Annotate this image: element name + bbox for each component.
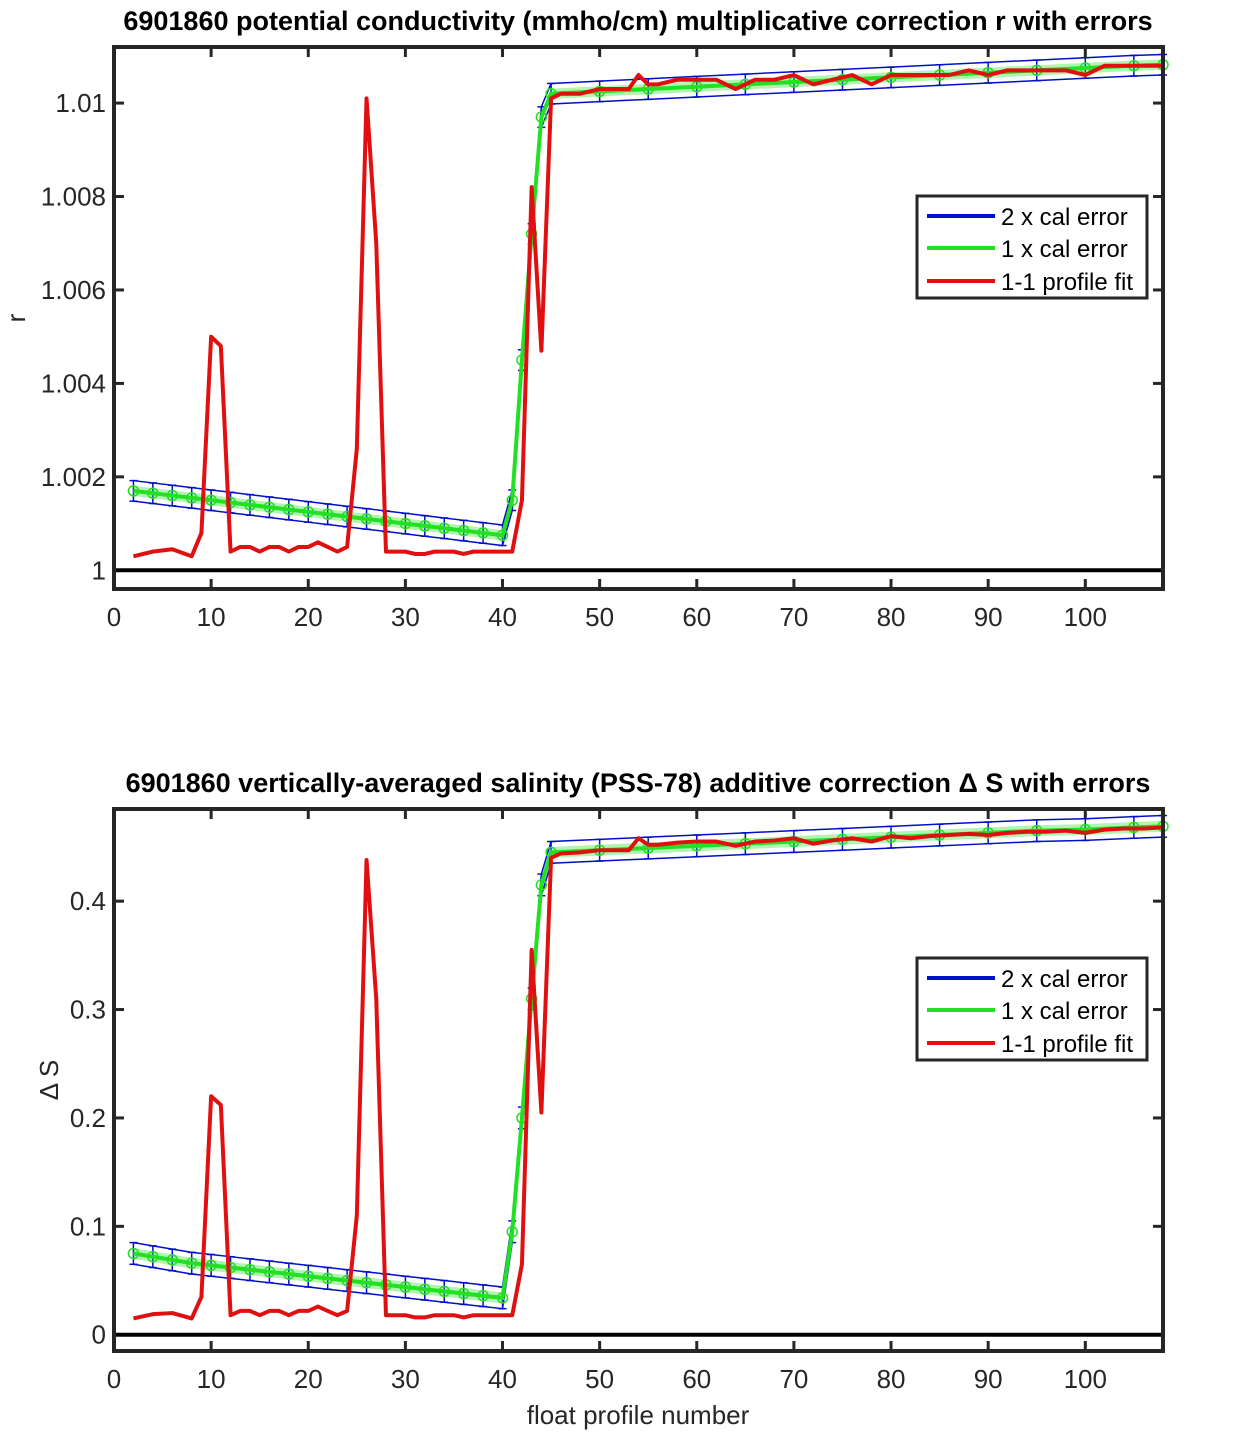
data-layer <box>114 814 1169 1337</box>
cal-marker <box>205 494 217 506</box>
cal-marker <box>399 1281 412 1293</box>
x-tick-label: 90 <box>974 1364 1003 1394</box>
x-axis-label: float profile number <box>527 1400 750 1430</box>
legend-label-1x-cal-error: 1 x cal error <box>1001 236 1128 263</box>
y-tick-label: 1.004 <box>41 368 106 398</box>
x-tick-label: 80 <box>877 602 906 632</box>
legend: 2 x cal error 1 x cal error 1-1 profile … <box>915 194 1149 300</box>
cal-marker <box>244 499 256 511</box>
cal-marker <box>506 1226 518 1238</box>
cal-marker <box>205 1259 217 1272</box>
x-tick-label: 50 <box>585 602 614 632</box>
cal-marker <box>496 529 509 542</box>
cal-marker <box>438 1285 450 1298</box>
cal-marker <box>147 1250 159 1263</box>
legend-label-2x-cal-error: 2 x cal error <box>1001 966 1128 993</box>
cal-marker <box>283 1268 295 1280</box>
cal-marker <box>535 111 548 123</box>
x-tick-label: 50 <box>585 1364 614 1394</box>
cal-marker <box>224 496 237 509</box>
cal-marker <box>360 1276 373 1289</box>
x-tick-label: 100 <box>1064 1364 1107 1394</box>
x-tick-label: 10 <box>197 602 226 632</box>
plot-frame <box>112 807 1165 1353</box>
cal-marker <box>399 517 412 530</box>
cal-marker <box>360 513 373 525</box>
data-layer <box>114 53 1169 573</box>
series-profile-fit <box>132 63 1163 559</box>
cal-marker <box>457 524 470 537</box>
cal-marker <box>691 80 703 93</box>
cal-marker <box>185 492 198 504</box>
x-tick-label: 20 <box>294 602 323 632</box>
cal-marker <box>321 1272 334 1285</box>
x-tick-label: 60 <box>682 602 711 632</box>
cal-marker <box>506 494 518 506</box>
series-profile-fit <box>132 825 1164 1321</box>
cal-marker <box>477 527 489 539</box>
y-tick-label: 1.008 <box>41 182 106 212</box>
cal-marker <box>419 520 431 532</box>
x-tick-label: 70 <box>779 602 808 632</box>
cal-marker <box>166 1254 179 1266</box>
cal-marker <box>263 501 276 513</box>
x-tick-label: 40 <box>488 1364 517 1394</box>
cal-marker <box>535 879 548 891</box>
x-tick-label: 80 <box>877 1364 906 1394</box>
legend-label-1x-cal-error: 1 x cal error <box>1001 998 1128 1025</box>
cal-marker <box>321 508 334 520</box>
y-tick-label: 0.4 <box>70 886 106 916</box>
cal-marker <box>244 1263 256 1276</box>
x-tick-label: 10 <box>197 1364 226 1394</box>
x-tick-label: 0 <box>107 602 121 632</box>
cal-marker <box>302 506 315 518</box>
cal-marker <box>147 487 159 499</box>
cal-marker <box>419 1283 431 1295</box>
cal-marker <box>302 1270 315 1282</box>
x-tick-label: 30 <box>391 1364 420 1394</box>
y-tick-label: 1.002 <box>41 462 106 492</box>
x-tick-label: 60 <box>682 1364 711 1394</box>
plot-frame <box>112 45 1165 591</box>
x-tick-label: 100 <box>1064 602 1107 632</box>
x-tick-label: 90 <box>974 602 1003 632</box>
y-tick-label: 1 <box>92 555 106 585</box>
cal-marker <box>166 489 179 502</box>
legend-label-profile-fit: 1-1 profile fit <box>1001 1031 1133 1058</box>
y-tick-label: 0 <box>92 1320 106 1350</box>
cal-marker <box>185 1257 198 1269</box>
cal-marker <box>263 1266 276 1278</box>
chart-salinity-correction: 6901860 vertically-averaged salinity (PS… <box>34 768 1169 1430</box>
cal-marker <box>739 78 752 91</box>
cal-marker <box>457 1287 470 1300</box>
cal-marker <box>477 1289 489 1302</box>
y-tick-label: 1.006 <box>41 275 106 305</box>
tick-labels: 0 10 20 30 40 50 60 70 80 90 100 1 1.002 1.004 1.006 1.… <box>41 88 1107 632</box>
chart-title: 6901860 vertically-averaged salinity (PS… <box>126 768 1151 798</box>
y-axis-label: Δ S <box>34 1060 64 1101</box>
y-tick-label: 0.1 <box>70 1211 106 1241</box>
y-tick-label: 0.3 <box>70 995 106 1025</box>
cal-marker <box>283 503 295 516</box>
chart-title: 6901860 potential conductivity (mmho/cm)… <box>123 6 1152 36</box>
chart-conductivity-correction: 6901860 potential conductivity (mmho/cm)… <box>1 6 1169 632</box>
cal-marker <box>127 485 140 497</box>
cal-marker <box>496 1292 509 1304</box>
tick-labels: 0 10 20 30 40 50 60 70 80 90 100 0 0.1 0.2 0.3 0.4 <box>70 886 1107 1394</box>
plot-area <box>114 809 1163 1351</box>
cal-marker <box>127 1247 140 1260</box>
y-axis-label: r <box>1 313 31 322</box>
x-tick-label: 0 <box>107 1364 121 1394</box>
legend-label-2x-cal-error: 2 x cal error <box>1001 204 1128 231</box>
x-tick-label: 40 <box>488 602 517 632</box>
y-tick-label: 0.2 <box>70 1103 106 1133</box>
y-tick-label: 1.01 <box>55 88 106 118</box>
cal-marker <box>438 522 450 535</box>
x-tick-label: 20 <box>294 1364 323 1394</box>
legend: 2 x cal error 1 x cal error 1-1 profile … <box>915 956 1149 1062</box>
x-tick-label: 30 <box>391 602 420 632</box>
legend-label-profile-fit: 1-1 profile fit <box>1001 269 1133 296</box>
x-tick-label: 70 <box>779 1364 808 1394</box>
